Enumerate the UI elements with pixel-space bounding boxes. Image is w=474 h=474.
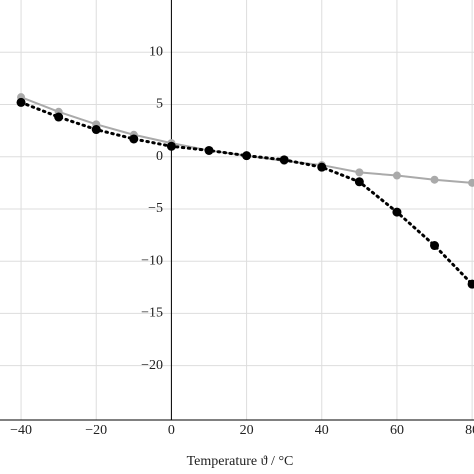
y-tick-label: −10 xyxy=(141,253,163,268)
y-tick-label: −15 xyxy=(141,306,163,321)
data-point xyxy=(317,162,327,172)
data-point xyxy=(355,168,364,177)
y-tick-label: 5 xyxy=(156,97,163,112)
data-point xyxy=(430,241,440,251)
plot-area xyxy=(16,93,474,289)
x-tick-label: 0 xyxy=(168,423,175,438)
x-tick-label: 40 xyxy=(315,423,329,438)
data-point xyxy=(279,155,289,165)
x-tick-label: 20 xyxy=(240,423,254,438)
x-tick-label: −20 xyxy=(85,423,107,438)
data-point xyxy=(468,178,474,187)
y-tick-label: −20 xyxy=(141,358,163,373)
data-point xyxy=(430,175,439,184)
x-tick-label: 60 xyxy=(390,423,404,438)
data-point xyxy=(392,207,402,217)
data-point xyxy=(242,151,252,161)
data-point xyxy=(166,141,176,151)
x-axis-label: Temperature ϑ / °C xyxy=(187,454,294,469)
x-tick-label: 80 xyxy=(465,423,474,438)
y-tick-label: 10 xyxy=(149,44,163,59)
data-point xyxy=(204,145,214,155)
data-point xyxy=(354,177,364,187)
data-point xyxy=(91,125,101,135)
data-point xyxy=(392,171,401,180)
data-point xyxy=(16,97,26,107)
data-point xyxy=(129,134,139,144)
y-tick-label: 0 xyxy=(156,149,163,164)
x-tick-label: −40 xyxy=(10,423,32,438)
data-point xyxy=(467,279,474,289)
y-tick-label: −5 xyxy=(148,201,163,216)
data-point xyxy=(54,112,64,122)
